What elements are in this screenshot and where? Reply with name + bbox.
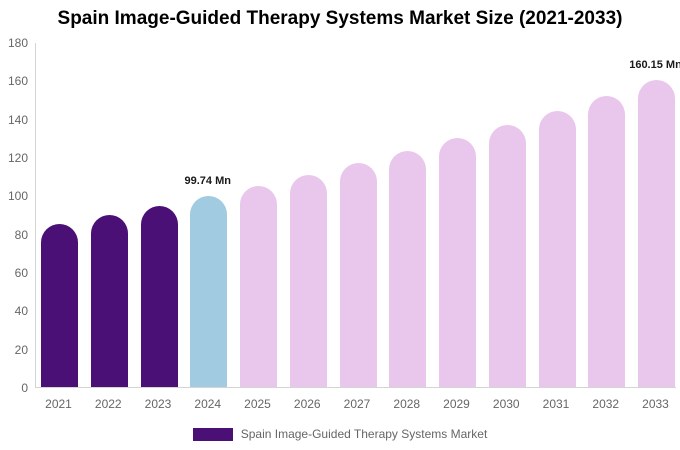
chart-title: Spain Image-Guided Therapy Systems Marke…	[57, 8, 623, 29]
legend-label: Spain Image-Guided Therapy Systems Marke…	[240, 427, 488, 441]
y-axis-tick-label: 80	[14, 227, 28, 242]
x-axis-label: 2026	[293, 397, 321, 411]
x-axis-label: 2022	[94, 397, 122, 411]
bar-value-label-2024: 99.74 Mn	[184, 174, 231, 187]
bar-2024	[190, 195, 228, 387]
bar-2023	[140, 205, 178, 387]
bar-2028	[389, 151, 427, 387]
y-axis-tick-label: 160	[7, 74, 28, 89]
x-axis-label: 2024	[194, 397, 222, 411]
bar-2029	[439, 138, 476, 387]
x-axis-label: 2033	[642, 397, 669, 411]
bar-2033	[638, 80, 675, 387]
x-axis-label: 2030	[492, 397, 520, 411]
x-axis-label: 2031	[542, 397, 570, 411]
y-axis-tick-label: 40	[14, 304, 28, 319]
y-axis-tick-label: 120	[7, 151, 28, 165]
x-axis-label: 2023	[144, 397, 172, 411]
x-axis-label: 2029	[443, 397, 470, 411]
y-axis-tick-label: 0	[21, 381, 28, 395]
bar-2025	[240, 185, 277, 387]
bar-2026	[289, 174, 327, 387]
legend-swatch	[192, 427, 233, 441]
y-axis-tick-label: 20	[14, 342, 28, 357]
bar-2021	[41, 223, 78, 387]
bar-2030	[488, 124, 526, 387]
x-axis-label: 2021	[45, 397, 72, 411]
bar-2022	[90, 214, 128, 387]
y-axis-tick-label: 140	[7, 112, 28, 127]
y-axis-tick-label: 180	[7, 36, 28, 50]
x-axis-label: 2032	[592, 397, 620, 411]
bar-value-label-2033: 160.15 Mn	[629, 59, 680, 72]
plot-area	[35, 43, 676, 388]
x-axis-label: 2027	[343, 397, 371, 411]
x-axis-label: 2025	[244, 397, 271, 411]
legend: Spain Image-Guided Therapy Systems Marke…	[0, 427, 680, 441]
bar-2027	[339, 163, 377, 387]
x-axis-label: 2028	[393, 397, 421, 411]
y-axis-tick-label: 100	[7, 189, 28, 204]
bar-2031	[538, 110, 576, 387]
y-axis-tick-label: 60	[14, 266, 28, 280]
bar-2032	[588, 95, 626, 387]
